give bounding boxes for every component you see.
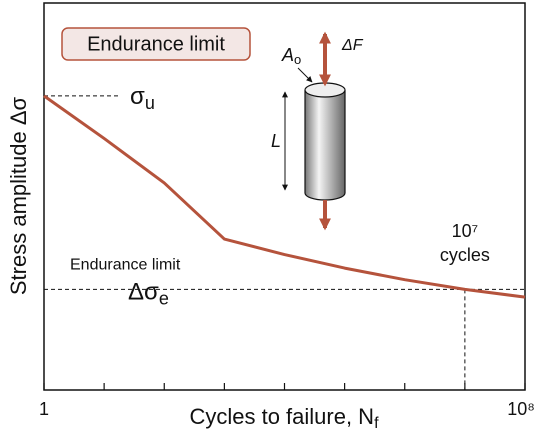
x-tick-label: 10⁸ [507,399,535,419]
y-axis-label: Stress amplitude Δσ [6,96,31,295]
x-axis-label: Cycles to failure, Nf [189,404,379,432]
force-label: ΔF [341,37,364,54]
endurance-annotation: Endurance limit [70,257,181,274]
cycles-text: cycles [440,245,490,265]
ultimate-sub: u [145,93,155,113]
ultimate-label: σu [130,83,155,112]
endurance-symbol-label: Δσe [128,279,169,308]
endurance-symbol: Δσ [128,279,159,306]
sn-curve [43,94,526,299]
ultimate-symbol: σ [130,83,145,110]
title-box [61,27,251,61]
specimen [282,31,346,231]
area-label: Ao [281,45,301,68]
cycles-value-label: 10⁷ [452,221,479,241]
length-label: L [271,131,281,151]
chart-title: Endurance limit [87,33,225,55]
x-tick-label: 1 [39,399,49,419]
endurance-sub: e [159,288,169,308]
